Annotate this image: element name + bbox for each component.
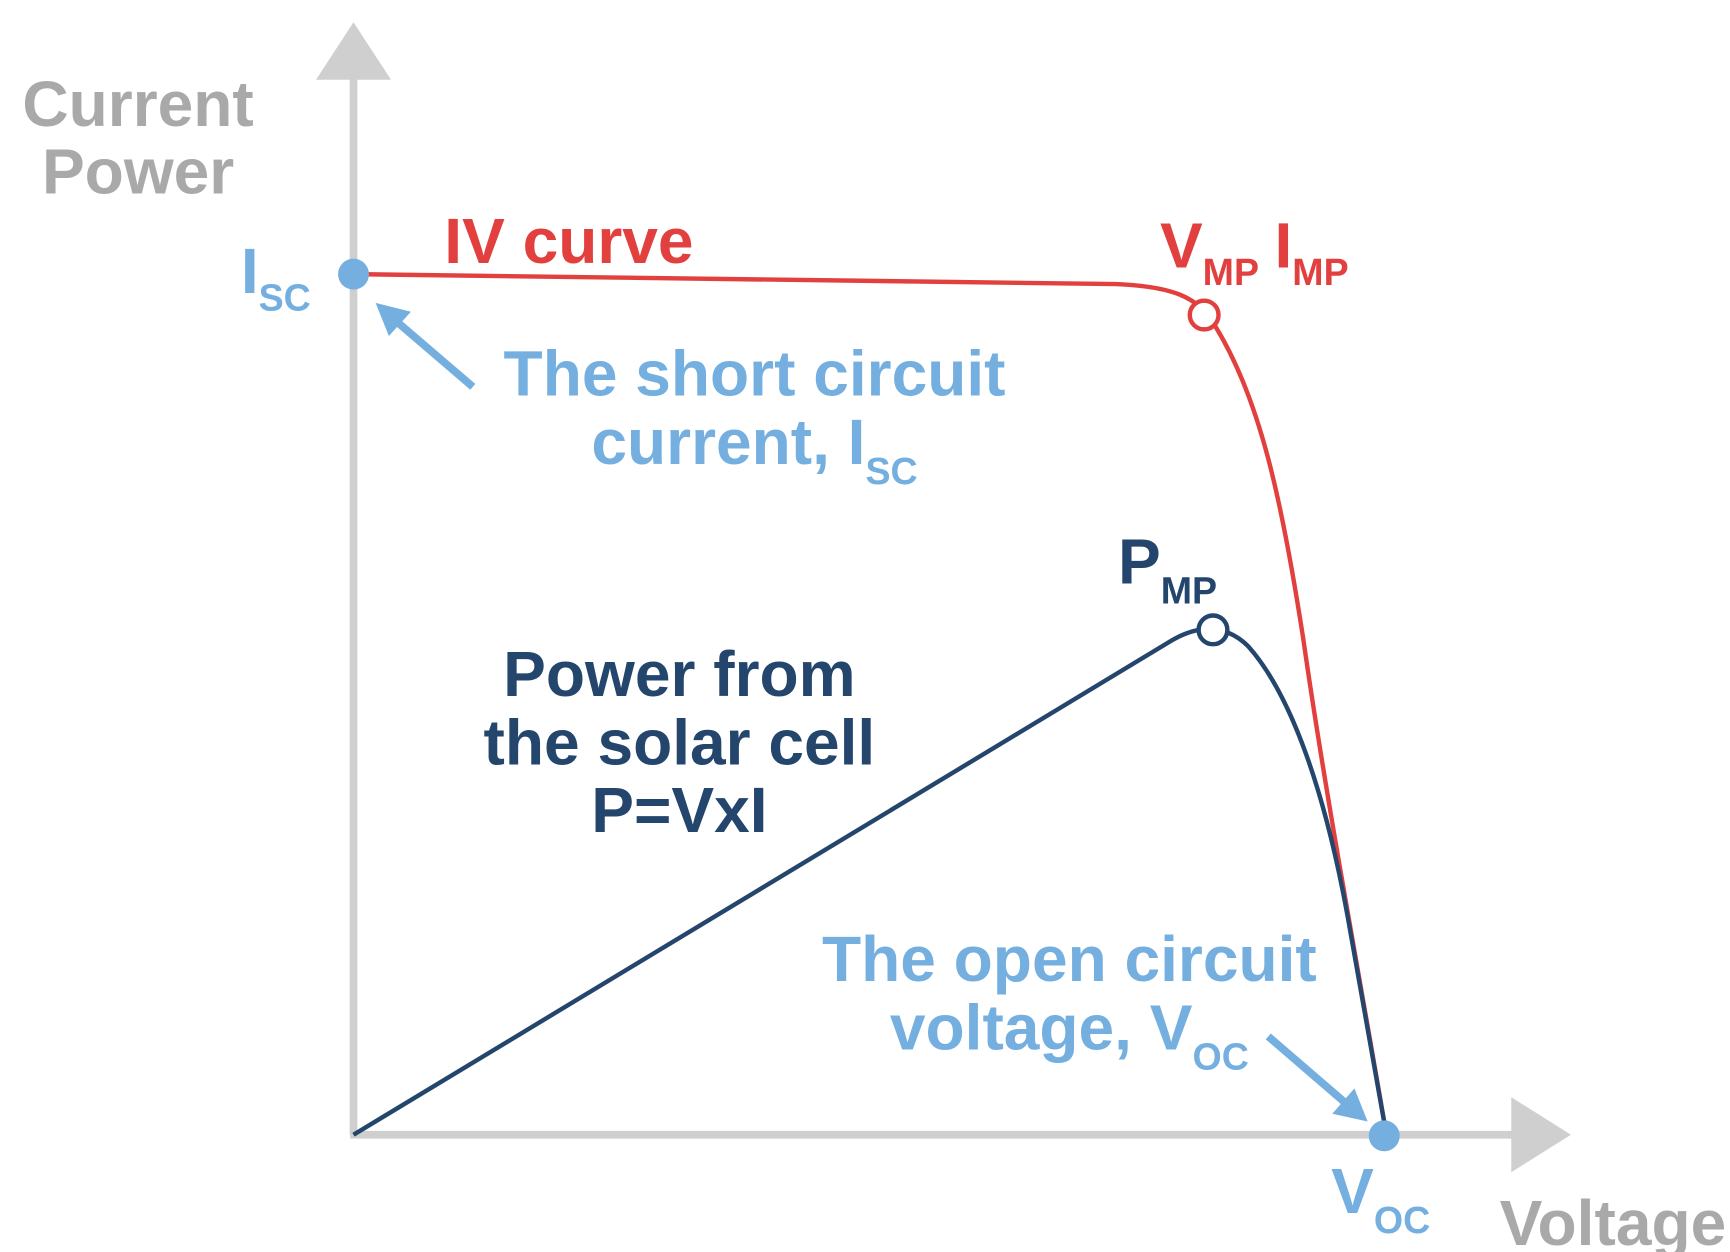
isc-note: The short circuit xyxy=(504,338,1006,410)
x-axis-arrow xyxy=(1511,1097,1571,1173)
y-axis-arrow xyxy=(315,22,392,80)
isc-arrow-head xyxy=(375,302,411,337)
y-axis-label: Current xyxy=(22,68,253,140)
subscript: MP xyxy=(1161,569,1217,611)
mpp-point xyxy=(1187,298,1221,332)
voc-note: The open circuit xyxy=(822,923,1317,995)
symbol: V xyxy=(1160,210,1203,282)
symbol: I xyxy=(1274,210,1292,282)
pmp-label: PMP xyxy=(1118,525,1217,611)
voc-note: voltage, VOC xyxy=(890,992,1249,1078)
isc-label: ISC xyxy=(241,235,311,319)
subscript: SC xyxy=(866,450,918,492)
text: voltage, V xyxy=(890,992,1193,1064)
subscript: MP xyxy=(1292,251,1348,293)
voc-arrow xyxy=(1265,1033,1351,1108)
power-note: the solar cell xyxy=(484,707,876,779)
symbol: I xyxy=(241,235,259,307)
voc-label: VOC xyxy=(1331,1155,1430,1241)
isc-note: current, ISC xyxy=(591,406,917,492)
text: current, I xyxy=(591,406,865,478)
subscript: OC xyxy=(1374,1199,1430,1241)
isc-point xyxy=(338,258,369,290)
subscript: MP xyxy=(1203,251,1259,293)
y-axis-label: Power xyxy=(42,135,234,207)
subscript: OC xyxy=(1193,1036,1249,1078)
mpp-label: VMP IMP xyxy=(1160,210,1349,294)
symbol: V xyxy=(1331,1155,1374,1227)
voc-point xyxy=(1368,1120,1400,1152)
subscript: SC xyxy=(259,277,311,319)
voc-arrow-head xyxy=(1332,1088,1368,1122)
power-note: Power from xyxy=(503,638,855,710)
x-axis-label: Voltage xyxy=(1500,1187,1727,1252)
symbol: P xyxy=(1118,525,1161,597)
iv-curve-label: IV curve xyxy=(444,205,693,277)
isc-arrow xyxy=(392,317,476,390)
power-note: P=VxI xyxy=(591,774,767,846)
pmp-point xyxy=(1196,613,1230,647)
